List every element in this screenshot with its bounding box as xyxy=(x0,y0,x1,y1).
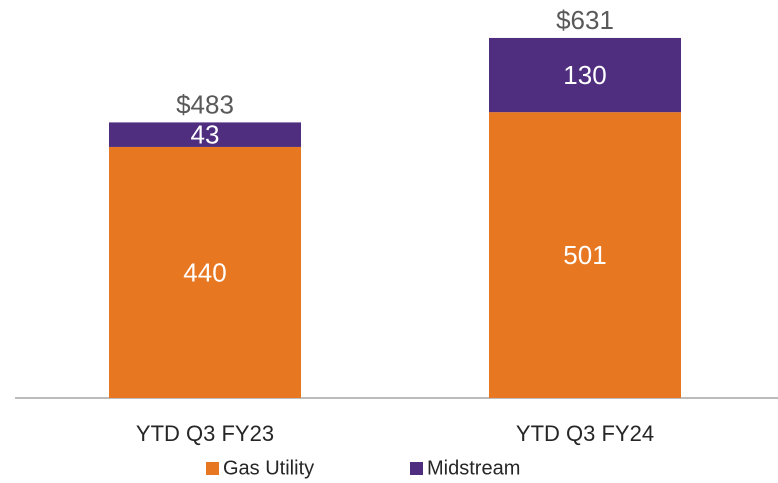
total-label: $631 xyxy=(556,5,614,35)
bar-segment xyxy=(109,122,301,147)
bar-segment xyxy=(489,112,681,399)
bar-segment xyxy=(109,146,301,398)
segment-label: 440 xyxy=(183,257,226,287)
legend-label: Midstream xyxy=(427,457,520,479)
x-tick-label: YTD Q3 FY24 xyxy=(516,421,654,446)
segment-label: 501 xyxy=(563,240,606,270)
total-label: $483 xyxy=(176,89,234,119)
bar-segment xyxy=(489,37,681,113)
legend-swatch xyxy=(206,462,219,475)
legend-label: Gas Utility xyxy=(223,457,314,479)
segment-label: 43 xyxy=(191,120,220,150)
x-tick-label: YTD Q3 FY23 xyxy=(136,421,274,446)
segment-label: 130 xyxy=(563,60,606,90)
legend-swatch xyxy=(410,462,423,475)
